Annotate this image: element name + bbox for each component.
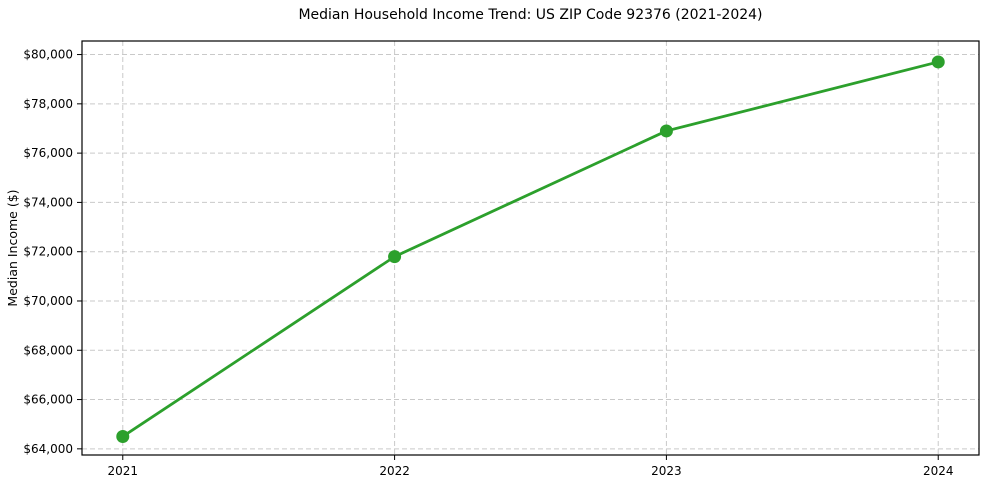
data-point xyxy=(116,430,130,444)
y-tick-label: $68,000 xyxy=(23,343,73,357)
y-tick-label: $72,000 xyxy=(23,245,73,259)
x-tick-label: 2024 xyxy=(923,464,954,478)
y-tick-label: $64,000 xyxy=(23,442,73,456)
y-tick-label: $70,000 xyxy=(23,294,73,308)
chart-title: Median Household Income Trend: US ZIP Co… xyxy=(298,7,763,23)
x-tick-label: 2022 xyxy=(379,464,410,478)
trend-line xyxy=(121,60,940,438)
plot-border xyxy=(81,40,980,456)
y-tick-label: $80,000 xyxy=(23,48,73,62)
data-point xyxy=(388,250,402,264)
y-tick-label: $76,000 xyxy=(23,146,73,160)
y-tick-label: $74,000 xyxy=(23,195,73,209)
x-tick-label: 2023 xyxy=(651,464,682,478)
data-point xyxy=(659,124,673,138)
x-tick-label: 2021 xyxy=(107,464,138,478)
y-tick-label: $78,000 xyxy=(23,97,73,111)
data-point xyxy=(931,55,945,69)
y-tick-label: $66,000 xyxy=(23,393,73,407)
